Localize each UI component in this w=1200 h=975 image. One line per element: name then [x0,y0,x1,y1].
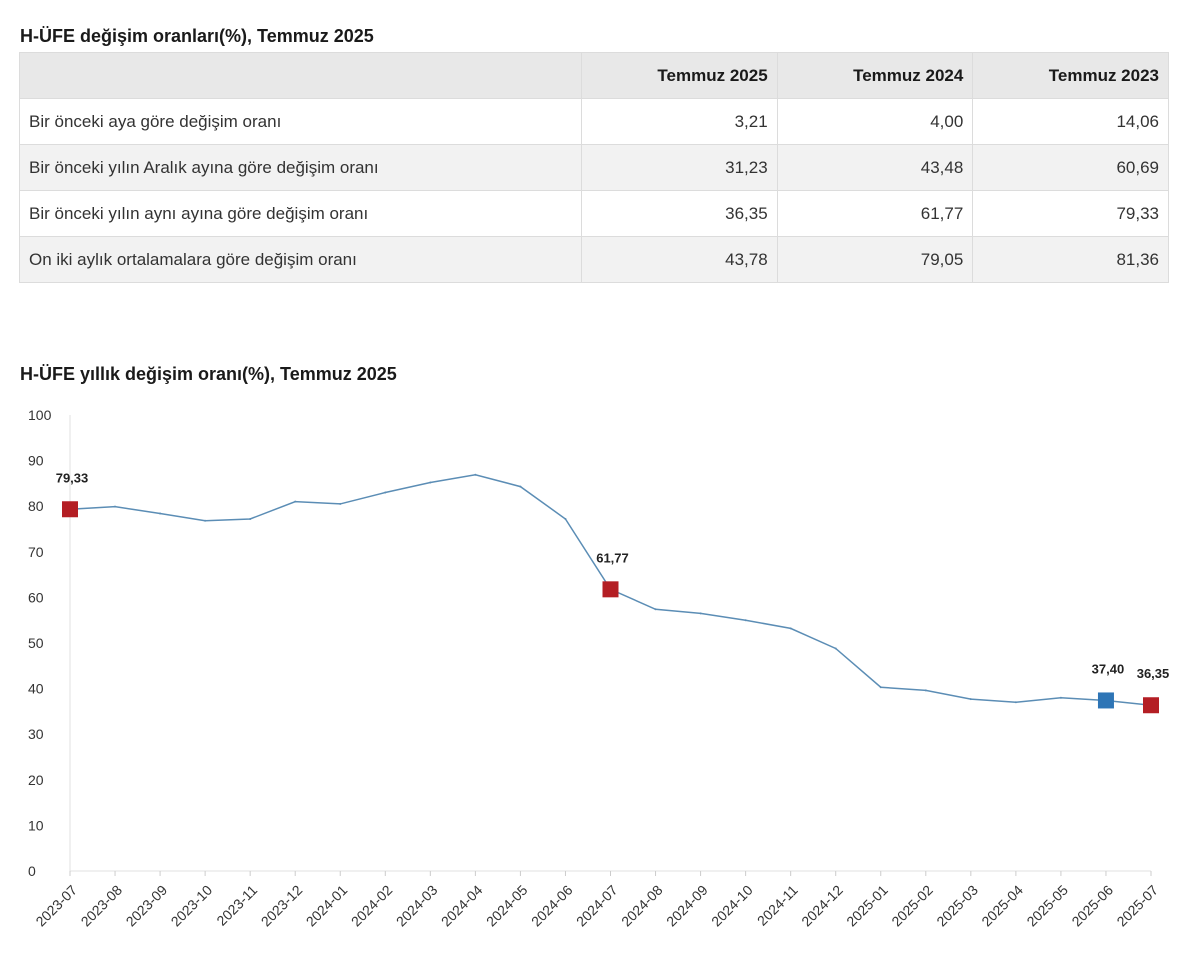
y-tick-label: 20 [28,772,44,788]
x-tick-label: 2025-07 [1113,882,1161,930]
table-cell: 79,33 [972,190,1169,237]
x-tick-label: 2024-12 [798,882,846,930]
data-point [114,505,117,508]
x-tick-label: 2024-03 [393,882,441,930]
data-point [339,502,342,505]
data-point [1014,701,1017,704]
highlight-marker [1097,692,1114,709]
table-row: Bir önceki aya göre değişim oranı 3,21 4… [19,98,1169,145]
x-tick-label: 2025-03 [933,882,981,930]
y-tick-label: 70 [28,544,44,560]
x-tick-label: 2025-02 [888,882,936,930]
x-tick-label: 2025-04 [978,882,1026,930]
data-label: 79,33 [56,470,89,485]
chart-title: H-ÜFE yıllık değişim oranı(%), Temmuz 20… [20,364,397,384]
data-point [969,698,972,701]
y-tick-label: 80 [28,498,44,514]
data-point [744,619,747,622]
x-tick-label: 2023-11 [213,882,260,929]
data-point [249,517,252,520]
row-label: Bir önceki yılın aynı ayına göre değişim… [19,190,582,237]
data-point [699,612,702,615]
data-label: 61,77 [596,550,629,565]
data-point [429,481,432,484]
header-cell-temmuz-2024: Temmuz 2024 [776,52,974,99]
line-chart: 01020304050607080901002023-072023-082023… [28,407,1170,930]
data-point [654,608,657,611]
data-point [834,647,837,650]
data-label: 36,35 [1137,666,1170,681]
change-rates-table: Temmuz 2025 Temmuz 2024 Temmuz 2023 Bir … [19,52,1169,283]
table-cell: 79,05 [776,236,974,283]
y-tick-label: 30 [28,726,44,742]
y-tick-label: 40 [28,681,44,697]
x-tick-label: 2025-06 [1068,882,1116,930]
data-point [204,519,207,522]
header-cell-temmuz-2025: Temmuz 2025 [581,52,778,99]
table-row: Bir önceki yılın aynı ayına göre değişim… [19,190,1169,237]
table-cell: 31,23 [581,144,778,191]
highlight-marker [602,581,619,598]
x-tick-label: 2024-11 [754,882,801,929]
x-tick-label: 2023-09 [123,882,171,930]
highlight-marker [1143,697,1159,714]
row-label: Bir önceki aya göre değişim oranı [19,98,582,145]
header-cell-empty [19,52,582,99]
x-tick-label: 2023-08 [78,882,126,930]
y-tick-label: 100 [28,407,52,423]
y-tick-label: 10 [28,817,44,833]
x-tick-label: 2024-02 [348,882,396,930]
table-cell: 81,36 [972,236,1169,283]
data-point [294,500,297,503]
x-tick-label: 2024-01 [303,882,351,930]
x-tick-label: 2024-10 [708,882,756,930]
x-tick-label: 2024-05 [483,882,531,930]
data-point [789,627,792,630]
row-label: Bir önceki yılın Aralık ayına göre değiş… [19,144,582,191]
data-point [564,517,567,520]
data-point [879,686,882,689]
table-title: H-ÜFE değişim oranları(%), Temmuz 2025 [20,26,374,46]
table-cell: 43,78 [581,236,778,283]
table-cell: 3,21 [581,98,778,145]
data-point [519,485,522,488]
table-cell: 4,00 [776,98,974,145]
table-row: On iki aylık ortalamalara göre değişim o… [19,236,1169,283]
y-tick-label: 50 [28,635,44,651]
x-tick-label: 2024-04 [438,882,486,930]
table-cell: 61,77 [776,190,974,237]
row-label: On iki aylık ortalamalara göre değişim o… [19,236,582,283]
x-tick-label: 2025-05 [1023,882,1071,930]
table-cell: 43,48 [776,144,974,191]
x-tick-label: 2023-12 [258,882,306,930]
data-point [1059,696,1062,699]
x-tick-label: 2024-09 [663,882,711,930]
data-point [384,491,387,494]
data-point [924,689,927,692]
table-row: Bir önceki yılın Aralık ayına göre değiş… [19,144,1169,191]
data-point [474,473,477,476]
x-tick-label: 2024-08 [618,882,666,930]
table-header-row: Temmuz 2025 Temmuz 2024 Temmuz 2023 [19,52,1169,99]
table-cell: 60,69 [972,144,1169,191]
data-point [159,512,162,515]
x-tick-label: 2023-10 [168,882,216,930]
x-tick-label: 2023-07 [32,882,80,930]
table-cell: 14,06 [972,98,1169,145]
highlight-marker [62,501,78,518]
x-tick-label: 2025-01 [843,882,891,930]
header-cell-temmuz-2023: Temmuz 2023 [972,52,1169,99]
x-tick-label: 2024-07 [573,882,621,930]
y-tick-label: 0 [28,863,36,879]
y-tick-label: 90 [28,453,44,469]
table-cell: 36,35 [581,190,778,237]
y-tick-label: 60 [28,589,44,605]
x-tick-label: 2024-06 [528,882,576,930]
data-label: 37,40 [1092,661,1125,676]
